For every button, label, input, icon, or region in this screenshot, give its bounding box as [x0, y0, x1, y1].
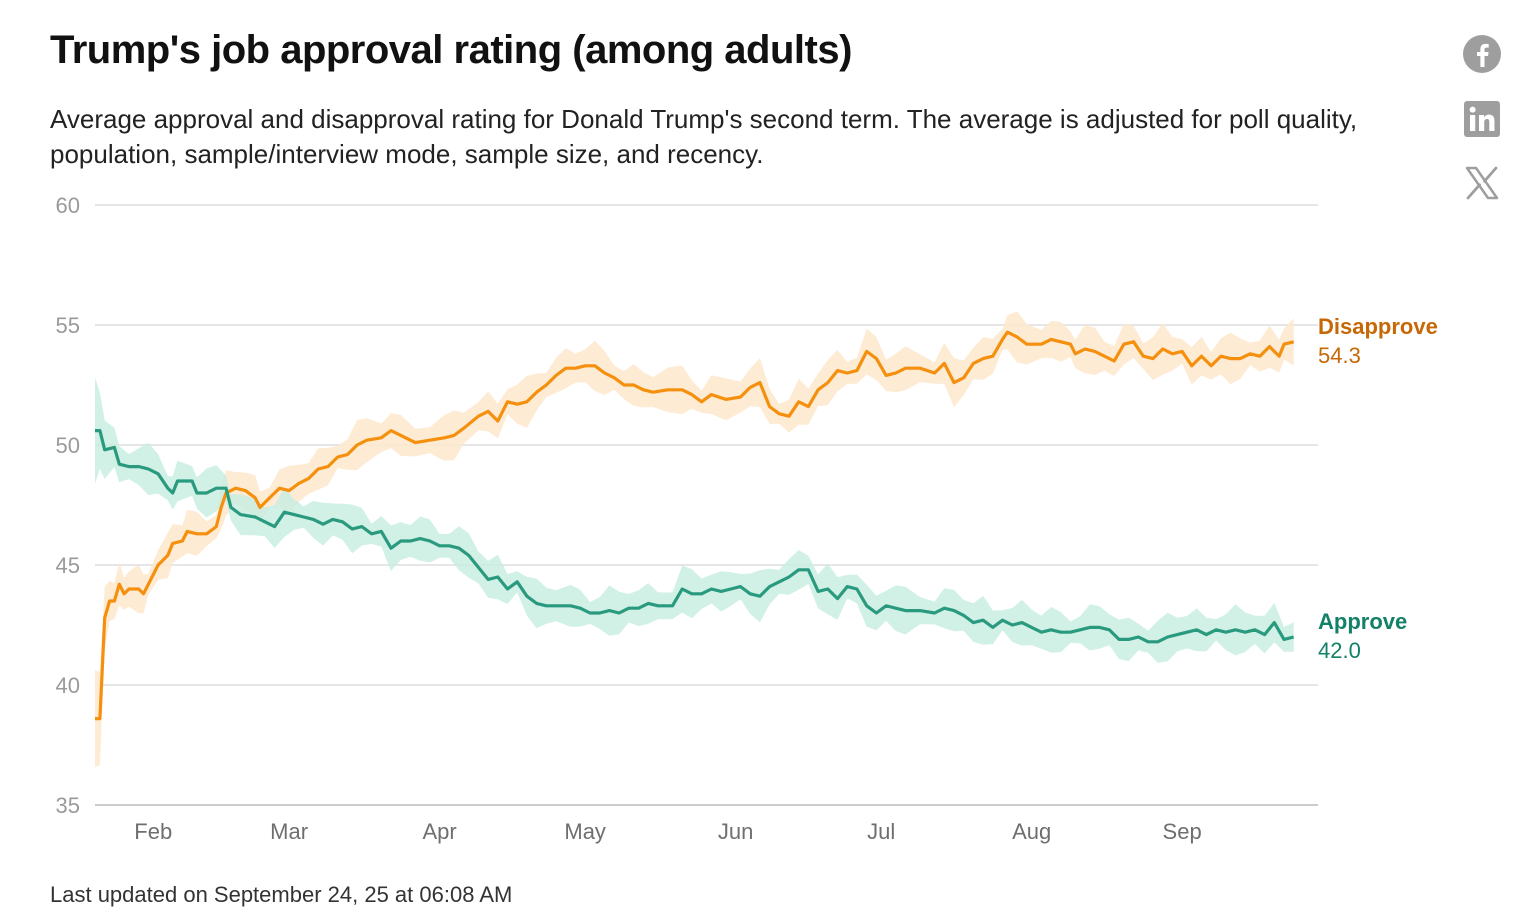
x-tick-label: Sep — [1163, 819, 1202, 844]
x-share-button[interactable] — [1462, 163, 1502, 203]
y-tick-label: 50 — [56, 433, 80, 458]
x-tick-label: Apr — [422, 819, 456, 844]
gridlines — [95, 204, 1318, 806]
x-tick-label: Mar — [270, 819, 308, 844]
x-axis-ticks: Feb Mar Apr May Jun Jul Aug Sep — [134, 819, 1201, 844]
confidence-bands — [95, 311, 1294, 768]
x-tick-label: Aug — [1012, 819, 1051, 844]
facebook-share-button[interactable] — [1462, 34, 1502, 74]
linkedin-share-button[interactable] — [1462, 99, 1502, 139]
approve-line — [95, 429, 1295, 644]
linkedin-icon — [1464, 101, 1500, 137]
disapprove-confidence-band — [95, 311, 1294, 768]
y-tick-label: 45 — [56, 553, 80, 578]
approve-confidence-band — [95, 377, 1294, 663]
y-tick-label: 40 — [56, 673, 80, 698]
chart-title: Trump's job approval rating (among adult… — [50, 28, 852, 72]
disapprove-latest-value: 54.3 — [1318, 343, 1361, 368]
approve-series-label: Approve — [1318, 609, 1407, 634]
approval-chart: 35 40 45 50 55 60 Feb Mar Apr May Jun Jul Aug Sep Di… — [56, 193, 1438, 844]
y-tick-label: 55 — [56, 313, 80, 338]
x-tick-label: Feb — [134, 819, 172, 844]
series-lines — [95, 330, 1295, 721]
x-icon — [1465, 166, 1499, 200]
disapprove-line — [95, 330, 1295, 721]
y-tick-label: 35 — [56, 793, 80, 818]
chart-subtitle: Average approval and disapproval rating … — [50, 104, 1358, 169]
approve-latest-value: 42.0 — [1318, 638, 1361, 663]
x-tick-label: May — [564, 819, 606, 844]
disapprove-series-label: Disapprove — [1318, 314, 1438, 339]
end-labels: Disapprove 54.3 Approve 42.0 — [1318, 314, 1438, 663]
y-tick-label: 60 — [56, 193, 80, 218]
facebook-icon — [1463, 35, 1501, 73]
x-tick-label: Jul — [867, 819, 895, 844]
last-updated-note: Last updated on September 24, 25 at 06:0… — [50, 882, 513, 907]
x-tick-label: Jun — [718, 819, 753, 844]
y-axis-ticks: 35 40 45 50 55 60 — [56, 193, 80, 818]
